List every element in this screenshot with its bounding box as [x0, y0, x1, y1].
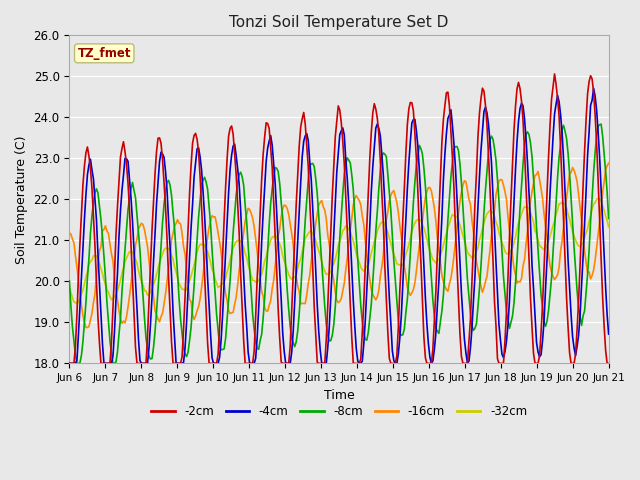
Title: Tonzi Soil Temperature Set D: Tonzi Soil Temperature Set D [229, 15, 449, 30]
Text: TZ_fmet: TZ_fmet [77, 47, 131, 60]
Legend: -2cm, -4cm, -8cm, -16cm, -32cm: -2cm, -4cm, -8cm, -16cm, -32cm [147, 401, 532, 423]
Y-axis label: Soil Temperature (C): Soil Temperature (C) [15, 135, 28, 264]
X-axis label: Time: Time [324, 389, 355, 402]
